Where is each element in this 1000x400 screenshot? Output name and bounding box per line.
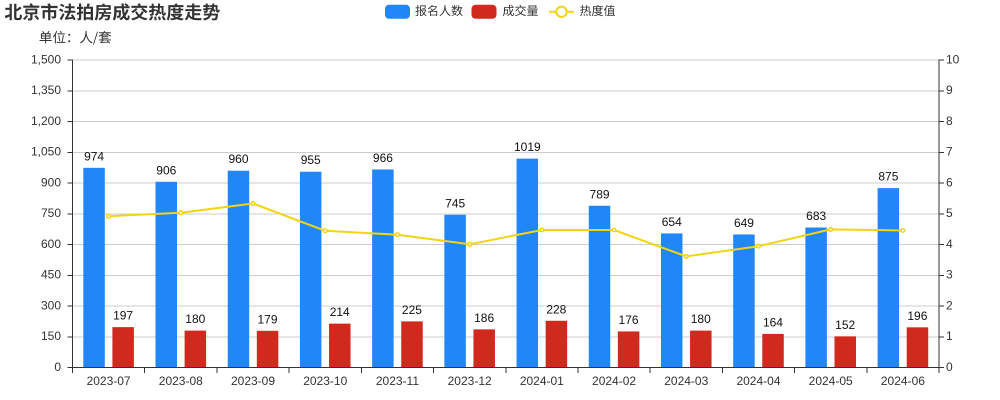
svg-text:654: 654	[662, 215, 682, 229]
svg-text:2: 2	[946, 298, 953, 312]
svg-text:225: 225	[402, 303, 422, 317]
svg-text:3: 3	[946, 268, 953, 282]
svg-text:197: 197	[113, 309, 133, 323]
svg-text:300: 300	[41, 298, 61, 312]
svg-text:1: 1	[946, 329, 953, 343]
svg-text:228: 228	[546, 302, 566, 316]
svg-text:2024-04: 2024-04	[736, 374, 780, 388]
svg-text:180: 180	[691, 312, 711, 326]
svg-text:152: 152	[835, 318, 855, 332]
svg-text:2024-01: 2024-01	[520, 374, 564, 388]
svg-text:2024-06: 2024-06	[881, 374, 925, 388]
svg-text:683: 683	[806, 209, 826, 223]
svg-text:180: 180	[185, 312, 205, 326]
svg-text:7: 7	[946, 145, 953, 159]
svg-text:2023-11: 2023-11	[376, 374, 419, 388]
svg-text:2023-08: 2023-08	[159, 374, 203, 388]
svg-text:0: 0	[946, 360, 953, 374]
svg-text:179: 179	[258, 312, 278, 326]
svg-text:649: 649	[734, 216, 754, 230]
svg-text:974: 974	[84, 149, 104, 163]
svg-text:214: 214	[330, 305, 350, 319]
svg-text:186: 186	[474, 311, 494, 325]
svg-text:2023-07: 2023-07	[87, 374, 131, 388]
svg-text:875: 875	[878, 170, 898, 184]
svg-text:150: 150	[41, 329, 61, 343]
svg-text:2023-10: 2023-10	[303, 374, 347, 388]
svg-text:2024-03: 2024-03	[664, 374, 708, 388]
svg-text:1019: 1019	[514, 140, 541, 154]
svg-text:2023-12: 2023-12	[448, 374, 492, 388]
svg-text:1,350: 1,350	[31, 83, 61, 97]
svg-text:1,050: 1,050	[31, 145, 61, 159]
svg-text:955: 955	[301, 153, 321, 167]
svg-text:2024-02: 2024-02	[592, 374, 636, 388]
svg-text:789: 789	[590, 187, 610, 201]
svg-text:960: 960	[229, 152, 249, 166]
svg-text:906: 906	[156, 163, 176, 177]
svg-text:900: 900	[41, 175, 61, 189]
svg-text:0: 0	[54, 360, 61, 374]
svg-text:176: 176	[619, 313, 639, 327]
svg-text:4: 4	[946, 237, 953, 251]
svg-text:8: 8	[946, 114, 953, 128]
svg-text:450: 450	[41, 268, 61, 282]
svg-text:9: 9	[946, 83, 953, 97]
svg-text:10: 10	[946, 52, 960, 66]
svg-text:750: 750	[41, 206, 61, 220]
svg-text:966: 966	[373, 151, 393, 165]
svg-text:1,200: 1,200	[31, 114, 61, 128]
svg-text:1,500: 1,500	[31, 52, 61, 66]
svg-text:164: 164	[763, 315, 783, 329]
svg-text:2023-09: 2023-09	[231, 374, 275, 388]
svg-text:6: 6	[946, 175, 953, 189]
svg-text:196: 196	[907, 309, 927, 323]
svg-text:745: 745	[445, 196, 465, 210]
svg-text:5: 5	[946, 206, 953, 220]
svg-text:2024-05: 2024-05	[809, 374, 853, 388]
svg-text:600: 600	[41, 237, 61, 251]
